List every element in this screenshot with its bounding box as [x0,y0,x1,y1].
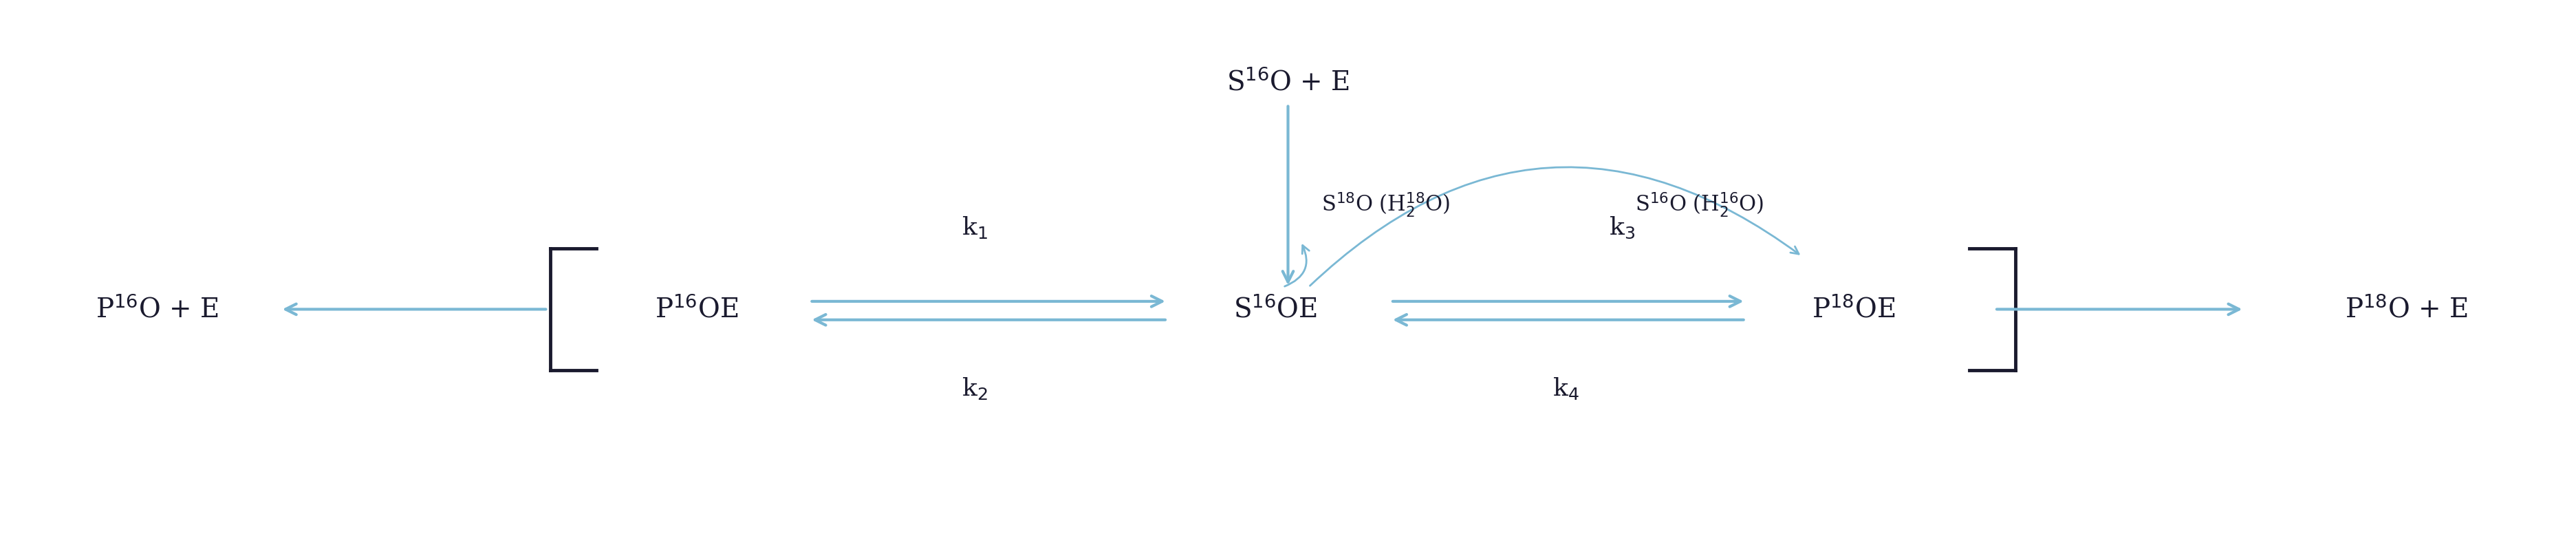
Text: S$^{18}$O (H$_2^{18}$O): S$^{18}$O (H$_2^{18}$O) [1321,191,1450,219]
Text: P$^{16}$O + E: P$^{16}$O + E [95,296,219,323]
Text: P$^{18}$OE: P$^{18}$OE [1811,296,1896,323]
Text: P$^{18}$O + E: P$^{18}$O + E [2344,296,2468,323]
Text: S$^{16}$O + E: S$^{16}$O + E [1226,68,1350,96]
Text: P$^{16}$OE: P$^{16}$OE [654,296,739,323]
Text: S$^{16}$OE: S$^{16}$OE [1234,296,1316,323]
Text: S$^{16}$O (H$_2^{16}$O): S$^{16}$O (H$_2^{16}$O) [1636,191,1765,219]
Text: k$_1$: k$_1$ [961,215,987,240]
Text: k$_3$: k$_3$ [1610,215,1636,240]
Text: k$_2$: k$_2$ [961,376,987,401]
Text: k$_4$: k$_4$ [1553,376,1579,401]
